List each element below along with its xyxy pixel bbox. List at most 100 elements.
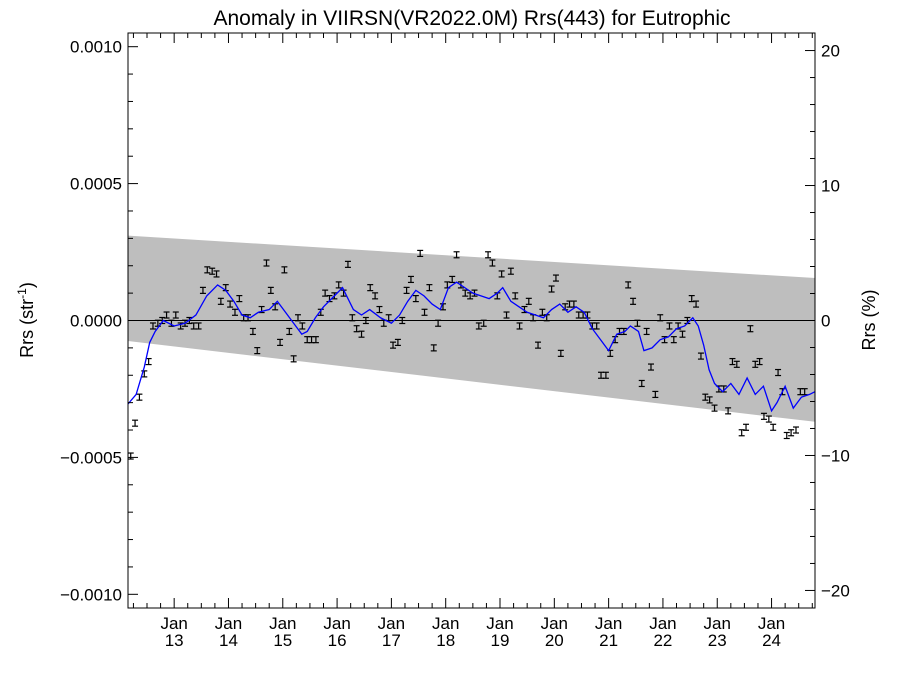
data-point xyxy=(711,404,718,412)
data-point xyxy=(236,294,243,303)
data-point xyxy=(227,300,234,308)
data-point xyxy=(679,330,686,338)
data-point xyxy=(535,341,542,349)
data-point xyxy=(449,275,456,284)
data-point xyxy=(299,322,306,330)
data-point xyxy=(743,423,750,431)
x-tick-label-month: Jan xyxy=(160,614,187,633)
data-point xyxy=(294,314,301,322)
data-point xyxy=(421,308,428,316)
data-point xyxy=(525,297,532,305)
data-point xyxy=(516,322,523,330)
data-point xyxy=(747,325,754,333)
data-point xyxy=(602,371,609,379)
data-point xyxy=(344,260,351,268)
x-tick-label-year: 23 xyxy=(708,631,727,650)
x-tick-label-year: 14 xyxy=(219,631,238,650)
data-point xyxy=(141,370,148,378)
data-point xyxy=(136,393,143,401)
x-tick-label-year: 24 xyxy=(762,631,781,650)
data-point xyxy=(706,396,713,404)
data-point xyxy=(647,363,654,371)
y-tick-label-left: 0.0005 xyxy=(70,175,122,194)
x-tick-label-year: 22 xyxy=(653,631,672,650)
data-point xyxy=(788,429,795,437)
y-tick-label-right: −20 xyxy=(821,581,850,600)
x-tick-label-year: 20 xyxy=(545,631,564,650)
data-point xyxy=(417,249,424,258)
data-point xyxy=(512,292,519,300)
data-point xyxy=(267,286,274,294)
data-point xyxy=(277,338,284,347)
data-point xyxy=(666,322,673,330)
data-point xyxy=(657,314,664,322)
x-tick-label-month: Jan xyxy=(486,614,513,633)
data-point xyxy=(367,284,374,292)
chart-title: Anomaly in VIIRSN(VR2022.0M) Rrs(443) fo… xyxy=(213,7,730,30)
data-point xyxy=(394,338,401,347)
x-tick-label-year: 16 xyxy=(328,631,347,650)
data-point xyxy=(503,311,510,319)
data-point xyxy=(693,300,700,308)
data-point xyxy=(729,357,736,366)
y-tick-label-left: 0.0010 xyxy=(70,38,122,57)
data-point xyxy=(498,270,505,278)
x-tick-label-year: 15 xyxy=(273,631,292,650)
data-point xyxy=(485,251,492,259)
data-point xyxy=(199,286,206,294)
data-point xyxy=(245,314,252,322)
x-tick-label-year: 18 xyxy=(436,631,455,650)
data-point xyxy=(426,284,433,292)
data-point xyxy=(231,308,238,316)
data-point xyxy=(548,285,555,293)
data-point xyxy=(213,270,220,278)
data-point xyxy=(412,294,419,303)
data-point xyxy=(290,355,297,363)
data-point xyxy=(435,319,442,327)
data-point xyxy=(760,412,767,420)
data-point xyxy=(372,292,379,300)
data-point xyxy=(195,322,202,330)
data-point xyxy=(783,431,790,440)
x-tick-label-month: Jan xyxy=(649,614,676,633)
x-tick-label-month: Jan xyxy=(432,614,459,633)
data-point xyxy=(643,327,650,336)
data-point xyxy=(154,319,161,327)
x-tick-label-month: Jan xyxy=(595,614,622,633)
data-point xyxy=(286,327,293,336)
data-point xyxy=(752,360,759,368)
y-tick-label-left: 0.0000 xyxy=(70,312,122,331)
data-point xyxy=(697,352,704,360)
data-point xyxy=(376,305,383,314)
y-tick-label-left: −0.0005 xyxy=(60,448,122,467)
data-point xyxy=(792,426,799,434)
data-point xyxy=(132,419,139,427)
data-point xyxy=(172,311,179,319)
data-point xyxy=(630,297,637,305)
data-point xyxy=(362,316,369,325)
data-point xyxy=(390,341,397,349)
y-tick-label-left: −0.0010 xyxy=(60,585,122,604)
x-tick-label-month: Jan xyxy=(704,614,731,633)
data-point xyxy=(407,275,414,284)
y-tick-label-right: 10 xyxy=(821,177,840,196)
data-point xyxy=(702,393,709,401)
data-point xyxy=(756,357,763,366)
data-point xyxy=(625,281,632,289)
y-tick-label-right: −10 xyxy=(821,446,850,465)
data-point xyxy=(775,368,782,377)
x-tick-label-year: 19 xyxy=(491,631,510,650)
y-axis-label-right: Rrs (%) xyxy=(859,290,879,351)
data-point xyxy=(358,330,365,338)
data-point xyxy=(217,297,224,305)
data-point xyxy=(552,274,559,282)
data-point xyxy=(670,336,677,344)
data-point xyxy=(638,379,645,388)
data-point xyxy=(312,336,319,344)
plot-area: 0.0010 0.0005 0.0000 −0.0005 −0.0010 20 10 0 −10… xyxy=(60,32,850,650)
data-point xyxy=(281,266,288,274)
data-point xyxy=(733,360,740,368)
x-tick-label-month: Jan xyxy=(323,614,350,633)
data-point xyxy=(399,316,406,325)
